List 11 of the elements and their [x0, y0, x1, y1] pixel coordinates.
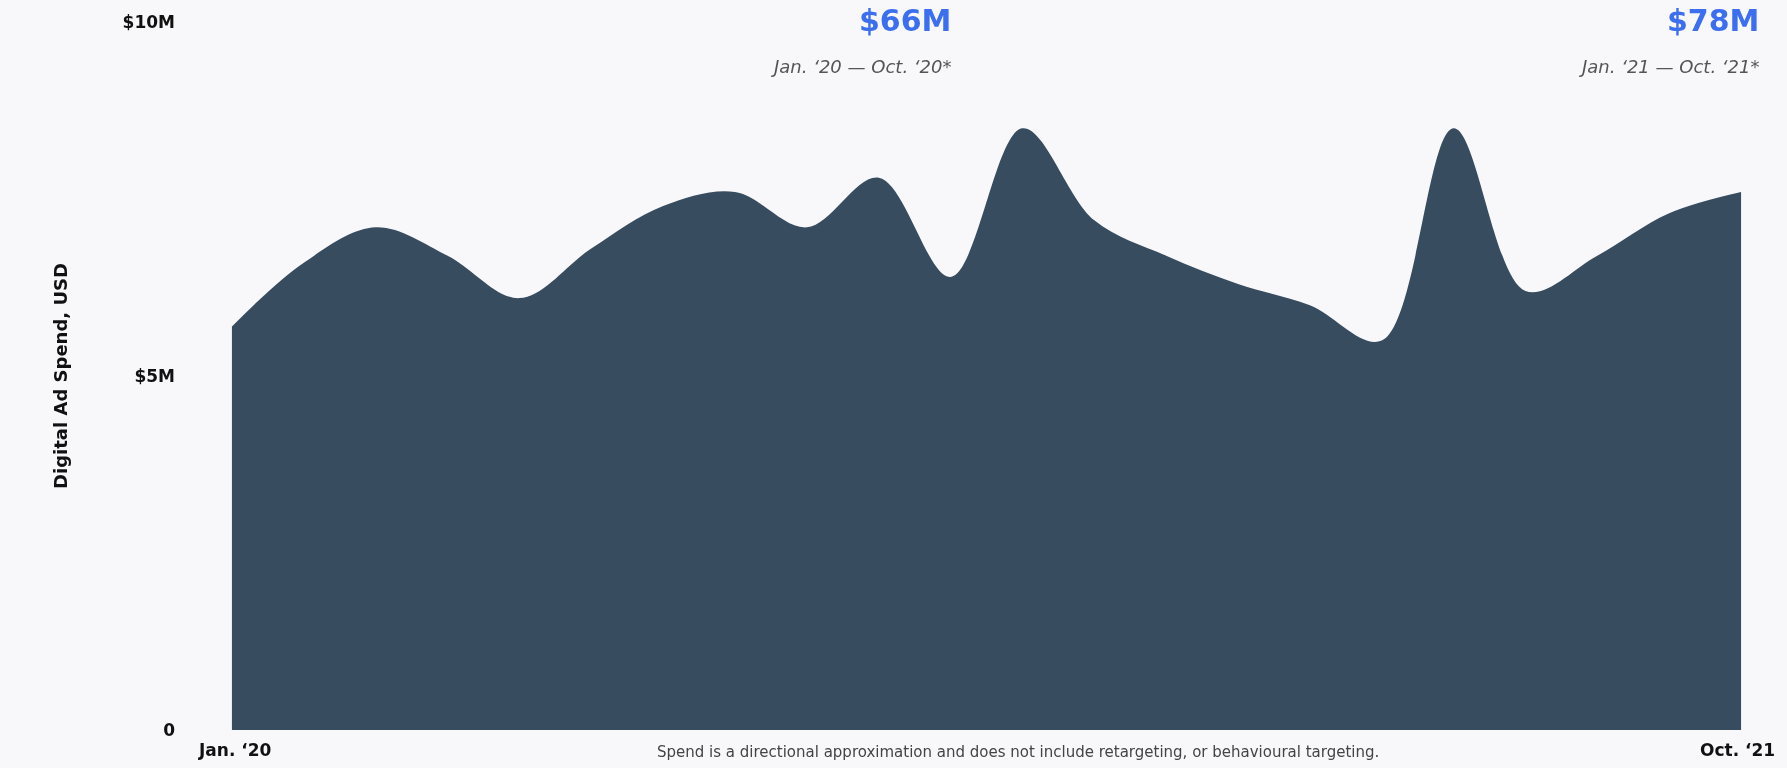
y-tick-label: $5M: [134, 365, 175, 386]
y-axis-title: Digital Ad Spend, USD: [49, 263, 71, 489]
x-tick-label: Oct. ‘21: [1700, 740, 1776, 760]
annotation: Jan. ‘20 — Oct. ‘20*: [771, 56, 952, 77]
x-tick-label: Jan. ‘20: [198, 740, 272, 760]
y-tick-label: 0: [163, 719, 176, 740]
text: Spend is a directional approximation and does not include retargeting, or behavioural targeting.: [657, 743, 1380, 761]
y-tick-label: $10M: [122, 11, 175, 32]
annotation: $78M: [1667, 3, 1760, 38]
annotation: Jan. ‘21 — Oct. ‘21*: [1579, 56, 1760, 77]
annotation: $66M: [859, 3, 952, 38]
